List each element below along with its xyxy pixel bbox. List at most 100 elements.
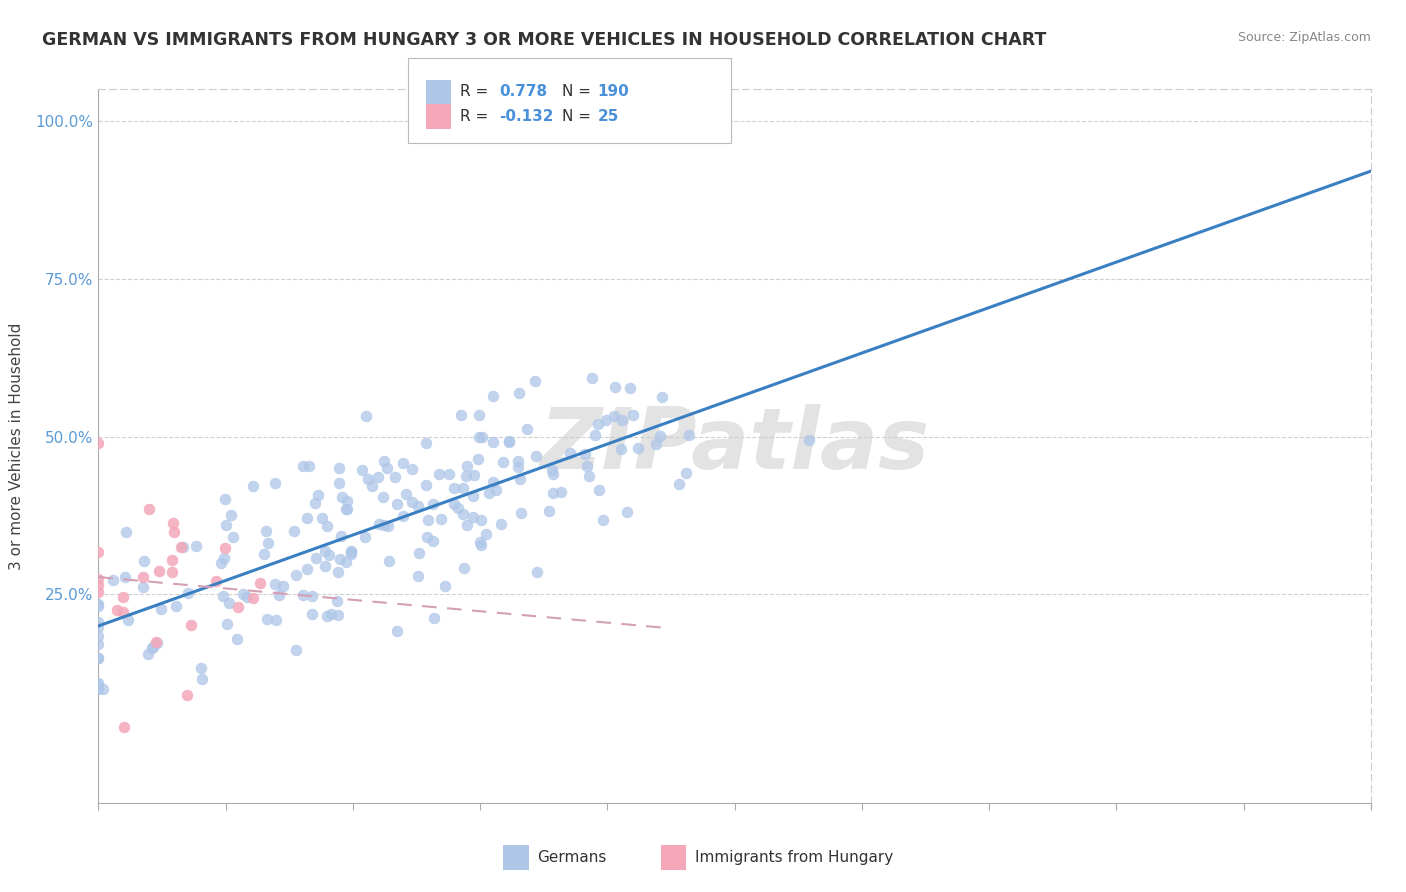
Point <box>301 589 323 603</box>
Point <box>456 469 478 483</box>
Point <box>616 505 638 519</box>
Point <box>619 381 641 395</box>
Point <box>226 632 249 646</box>
Point <box>453 561 475 575</box>
Point <box>335 502 357 516</box>
Point <box>112 720 135 734</box>
Point <box>482 475 505 489</box>
Point <box>489 517 512 532</box>
Point <box>162 516 184 531</box>
Point <box>218 596 240 610</box>
Point <box>236 590 259 604</box>
Point <box>443 497 465 511</box>
Point <box>177 585 200 599</box>
Point <box>285 568 308 582</box>
Point <box>252 547 274 561</box>
Point <box>87 545 110 559</box>
Point <box>318 548 340 562</box>
Point <box>295 562 318 576</box>
Point <box>254 524 277 539</box>
Point <box>373 491 395 505</box>
Point <box>214 541 236 556</box>
Point <box>467 430 489 444</box>
Point <box>87 620 110 634</box>
Point <box>434 579 457 593</box>
Point <box>117 613 139 627</box>
Point <box>492 455 515 469</box>
Point <box>453 507 475 521</box>
Point <box>408 546 430 560</box>
Text: N =: N = <box>562 85 596 99</box>
Point <box>439 467 461 482</box>
Point <box>267 588 290 602</box>
Point <box>461 510 484 524</box>
Point <box>242 591 264 605</box>
Point <box>470 538 492 552</box>
Point <box>87 436 110 450</box>
Point <box>482 388 505 402</box>
Point <box>609 442 631 456</box>
Point <box>416 530 439 544</box>
Point <box>610 413 633 427</box>
Point <box>263 576 285 591</box>
Point <box>377 518 399 533</box>
Point <box>91 682 114 697</box>
Point <box>422 497 444 511</box>
Text: 190: 190 <box>598 85 630 99</box>
Point <box>353 530 375 544</box>
Point <box>87 572 110 586</box>
Point <box>191 673 214 687</box>
Point <box>132 570 155 584</box>
Point <box>172 540 194 554</box>
Point <box>148 565 170 579</box>
Point <box>146 636 169 650</box>
Point <box>87 615 110 629</box>
Point <box>311 511 333 525</box>
Point <box>162 565 184 579</box>
Text: 25: 25 <box>598 110 619 124</box>
Point <box>592 513 614 527</box>
Point <box>384 469 406 483</box>
Point <box>214 518 236 533</box>
Point <box>222 531 245 545</box>
Point <box>575 459 598 474</box>
Point <box>415 436 437 450</box>
Point <box>427 467 450 481</box>
Point <box>422 534 444 549</box>
Point <box>190 660 212 674</box>
Point <box>301 607 323 621</box>
Point <box>214 550 236 565</box>
Point <box>176 689 198 703</box>
Point <box>498 434 520 449</box>
Point <box>485 483 508 497</box>
Point <box>387 497 409 511</box>
Point <box>149 602 172 616</box>
Point <box>595 412 617 426</box>
Point <box>509 506 531 520</box>
Point <box>112 605 135 619</box>
Point <box>406 499 429 513</box>
Point <box>375 461 398 475</box>
Point <box>205 574 228 588</box>
Point <box>87 650 110 665</box>
Point <box>336 501 359 516</box>
Point <box>295 510 318 524</box>
Point <box>508 385 530 400</box>
Point <box>316 608 339 623</box>
Point <box>506 460 529 475</box>
Point <box>506 453 529 467</box>
Point <box>471 430 494 444</box>
Point <box>498 434 520 449</box>
Point <box>578 469 600 483</box>
Point <box>456 517 478 532</box>
Point <box>162 552 184 566</box>
Point <box>387 624 409 638</box>
Point <box>523 375 546 389</box>
Point <box>319 607 342 621</box>
Point <box>447 500 470 515</box>
Point <box>537 504 560 518</box>
Point <box>307 488 329 502</box>
Point <box>304 496 326 510</box>
Point <box>256 536 278 550</box>
Point <box>357 472 380 486</box>
